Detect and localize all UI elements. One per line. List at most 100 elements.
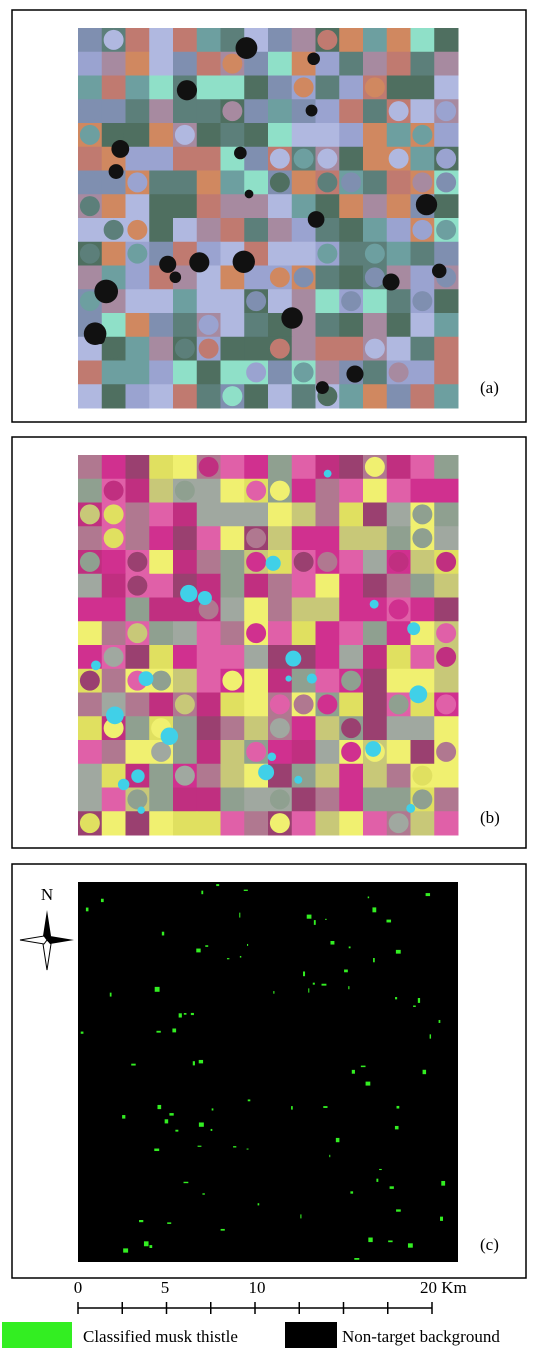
field [102,194,126,218]
field [387,764,411,788]
field [292,811,316,835]
thistle-patch [149,1245,152,1248]
field [339,693,363,717]
field [102,361,126,385]
field [339,526,363,550]
field [221,811,245,835]
field [78,218,102,242]
field [221,621,245,645]
field [149,218,173,242]
thistle-patch [154,1149,159,1151]
thistle-patch [430,1034,431,1038]
field [173,384,197,408]
pivot [246,362,266,382]
pivot [175,766,195,786]
field [244,645,268,669]
field [78,76,102,100]
field [387,52,411,76]
field [292,526,316,550]
field [434,28,458,52]
field [434,242,458,266]
pivot [365,267,385,287]
pivot [127,244,147,264]
thistle-patch [81,1032,84,1034]
field [221,788,245,812]
thistle-patch [396,1209,401,1211]
pivot [104,339,124,359]
field [197,740,221,764]
field [221,550,245,574]
pond [161,728,178,745]
field [434,526,458,550]
thistle-patch [368,1238,372,1243]
field [244,693,268,717]
field [149,384,173,408]
pivot [80,813,100,833]
field [244,123,268,147]
field [434,669,458,693]
thistle-patch [144,1241,149,1246]
field [339,147,363,171]
thistle-patch [368,897,369,899]
field [149,693,173,717]
field [316,788,340,812]
pivot [436,172,456,192]
pivot [365,101,385,121]
field [149,764,173,788]
pond [307,674,317,684]
field [149,598,173,622]
pivot [246,552,266,572]
pivot [127,552,147,572]
pivot [412,528,432,548]
pivot [365,339,385,359]
field [363,621,387,645]
field [173,361,197,385]
field [78,740,102,764]
pivot [127,623,147,643]
pivot [104,647,124,667]
pivot [341,599,361,619]
pond [118,779,129,790]
field [149,337,173,361]
field [102,598,126,622]
thistle-patch [303,971,305,976]
field [363,764,387,788]
field [434,52,458,76]
thistle-patch [344,970,348,973]
field [387,384,411,408]
field [149,123,173,147]
pivot [317,694,337,714]
pivot [222,101,242,121]
field [316,669,340,693]
scale-label: 0 [74,1278,83,1297]
field [173,669,197,693]
field [126,716,150,740]
field [197,76,221,100]
field [102,99,126,123]
pond [416,194,437,215]
thistle-patch [184,1013,187,1015]
field [363,384,387,408]
field [221,693,245,717]
field [197,289,221,313]
thistle-patch [349,946,351,948]
field [244,384,268,408]
pond [170,271,182,283]
field [268,99,292,123]
pond [268,752,277,761]
thistle-patch [184,1182,189,1183]
field [244,716,268,740]
field [149,503,173,527]
field [221,194,245,218]
field [268,574,292,598]
field [221,503,245,527]
pivot [246,742,266,762]
field [244,337,268,361]
field [126,194,150,218]
field [126,740,150,764]
legend-label: Classified musk thistle [83,1327,238,1346]
field [149,289,173,313]
pivot [389,101,409,121]
field [363,361,387,385]
pond [106,706,124,724]
